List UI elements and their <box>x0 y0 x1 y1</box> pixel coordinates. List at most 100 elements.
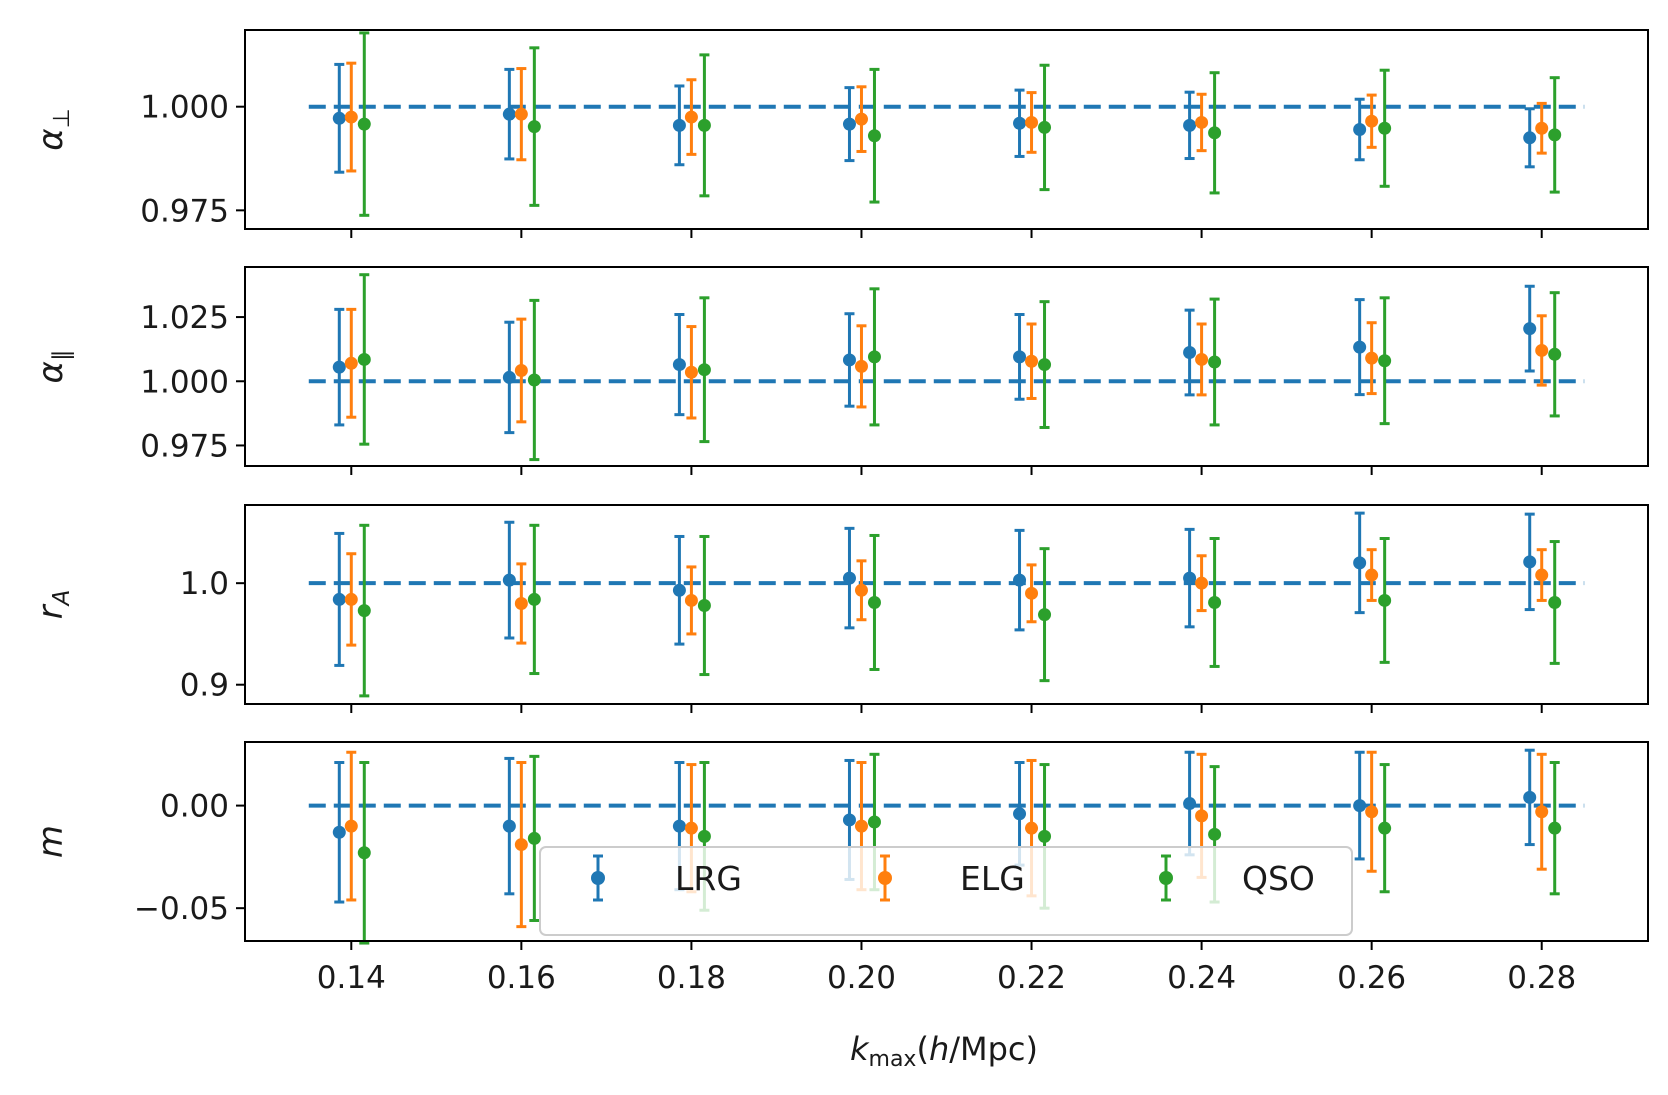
data-point <box>697 118 711 132</box>
data-point <box>1208 126 1222 140</box>
data-point <box>1195 352 1209 366</box>
data-point <box>1378 354 1392 368</box>
legend-entry-elg: ELG <box>878 854 1025 902</box>
y-tick-label: 1.025 <box>140 300 229 336</box>
series-qso <box>357 523 1562 698</box>
data-point <box>697 363 711 377</box>
data-point <box>1208 595 1222 609</box>
legend-label: QSO <box>1242 859 1315 898</box>
data-point <box>357 846 371 860</box>
legend-entry-lrg: LRG <box>591 854 742 902</box>
data-point <box>842 571 856 585</box>
data-point <box>1025 586 1039 600</box>
legend-box <box>539 846 1353 936</box>
legend-entry-qso: QSO <box>1159 854 1315 902</box>
data-point <box>854 583 868 597</box>
series-lrg <box>332 511 1537 667</box>
data-point <box>672 583 686 597</box>
data-point <box>1548 595 1562 609</box>
data-point <box>344 819 358 833</box>
series-qso <box>357 31 1562 217</box>
data-point <box>1025 115 1039 129</box>
data-point <box>1013 807 1027 821</box>
data-point <box>514 596 528 610</box>
y-tick-label: 1.000 <box>140 364 229 400</box>
y-tick-label: 1.0 <box>180 566 229 602</box>
data-point <box>1378 593 1392 607</box>
data-point <box>1378 821 1392 835</box>
series-elg <box>344 61 1549 173</box>
y-tick-label: 0.00 <box>160 789 229 825</box>
y-tick-label: 0.975 <box>140 428 229 464</box>
panel-frame <box>244 29 1649 230</box>
data-point <box>867 350 881 364</box>
data-point <box>1013 573 1027 587</box>
y-axis-title: rA <box>31 590 75 620</box>
data-point <box>854 359 868 373</box>
data-point <box>672 819 686 833</box>
y-axis-title: α⊥ <box>31 108 75 150</box>
data-point <box>1535 121 1549 135</box>
x-tick-label: 0.20 <box>827 960 896 996</box>
legend-marker-dot <box>591 871 605 885</box>
data-point <box>527 120 541 134</box>
data-point <box>527 592 541 606</box>
data-point <box>684 593 698 607</box>
data-point <box>1548 347 1562 361</box>
panel-4: −0.05 0.00 m <box>31 741 1649 950</box>
data-point <box>502 573 516 587</box>
data-point <box>1013 116 1027 130</box>
panel-2: 0.975 1.000 1.025 α∥ <box>31 266 1649 475</box>
data-point <box>514 107 528 121</box>
data-point <box>854 819 868 833</box>
y-tick-label: −0.05 <box>134 891 229 927</box>
data-point <box>1365 351 1379 365</box>
data-point <box>867 595 881 609</box>
x-tick-label: 0.14 <box>317 960 386 996</box>
data-point <box>1038 829 1052 843</box>
panel-frame <box>244 504 1649 705</box>
y-axis-title: α∥ <box>31 350 75 384</box>
data-point <box>1208 827 1222 841</box>
x-axis-title: kmax(h/Mpc) <box>850 1030 1038 1072</box>
data-point <box>1025 354 1039 368</box>
data-point <box>1523 790 1537 804</box>
x-tick-label: 0.18 <box>657 960 726 996</box>
data-point <box>1548 821 1562 835</box>
series-elg <box>344 307 1549 424</box>
data-point <box>842 353 856 367</box>
data-point <box>1523 322 1537 336</box>
panel-1: 0.975 1.000 α⊥ <box>31 29 1649 238</box>
panels-group: 0.975 1.000 α⊥ 0.975 1.000 1.025 α∥ 0.9 1.0 rA −0.… <box>31 29 1649 950</box>
x-tick-label: 0.26 <box>1337 960 1406 996</box>
data-point <box>1523 131 1537 145</box>
data-point <box>527 373 541 387</box>
data-point <box>1353 799 1367 813</box>
series-elg <box>344 548 1549 647</box>
panel-frame <box>244 266 1649 467</box>
data-point <box>1535 568 1549 582</box>
data-point <box>1183 346 1197 360</box>
data-point <box>344 110 358 124</box>
data-point <box>842 813 856 827</box>
data-point <box>502 819 516 833</box>
data-point <box>332 360 346 374</box>
data-point <box>672 118 686 132</box>
y-tick-label: 0.975 <box>140 193 229 229</box>
data-point <box>1025 821 1039 835</box>
data-point <box>527 831 541 845</box>
data-point <box>1353 123 1367 136</box>
data-point <box>514 363 528 377</box>
data-point <box>697 829 711 843</box>
data-point <box>332 825 346 839</box>
data-point <box>1038 120 1052 134</box>
data-point <box>1535 343 1549 357</box>
data-point <box>502 370 516 384</box>
data-point <box>1183 118 1197 132</box>
data-point <box>1183 797 1197 811</box>
data-point <box>1208 355 1222 369</box>
data-point <box>1183 571 1197 585</box>
data-point <box>1365 805 1379 819</box>
data-point <box>1378 121 1392 135</box>
data-point <box>1195 809 1209 823</box>
